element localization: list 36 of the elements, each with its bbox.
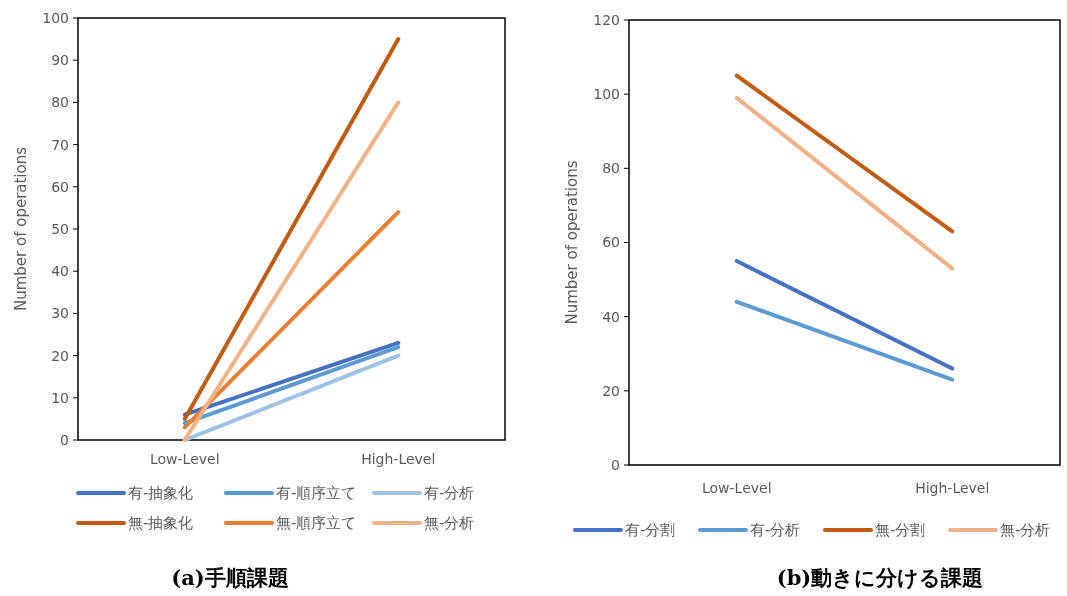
legend-label: 無-分析 xyxy=(424,514,475,533)
x-tick-label: Low-Level xyxy=(701,480,772,496)
y-tick-label: 60 xyxy=(602,234,620,251)
legend-label: 有-分析 xyxy=(424,484,475,503)
y-tick-label: 60 xyxy=(51,178,69,195)
legend-label: 無-分析 xyxy=(1000,521,1051,540)
x-tick-label: Low-Level xyxy=(149,451,220,467)
y-axis-title: Number of operations xyxy=(563,160,581,325)
y-tick-label: 40 xyxy=(51,263,69,280)
y-tick-label: 30 xyxy=(51,305,69,322)
legend-label: 有-抽象化 xyxy=(128,484,194,503)
y-tick-label: 20 xyxy=(602,382,620,399)
text: (b)動きに分ける課題 xyxy=(776,565,984,590)
legend-label: 無-順序立て xyxy=(276,514,357,533)
legend-label: 有-分割 xyxy=(625,521,676,540)
y-tick-label: 80 xyxy=(51,94,69,111)
x-tick-label: High-Level xyxy=(915,480,990,496)
y-tick-label: 100 xyxy=(593,86,620,103)
y-tick-label: 20 xyxy=(51,347,69,364)
y-tick-label: 120 xyxy=(593,11,620,28)
y-axis-title: Number of operations xyxy=(12,146,30,312)
x-tick-label: High-Level xyxy=(361,451,436,467)
y-tick-label: 50 xyxy=(51,220,69,237)
y-tick-label: 90 xyxy=(51,52,69,69)
y-tick-label: 0 xyxy=(60,431,69,448)
text: (a)手順課題 xyxy=(171,565,289,590)
y-tick-label: 80 xyxy=(602,160,620,177)
y-tick-label: 100 xyxy=(42,9,69,26)
y-tick-label: 70 xyxy=(51,136,69,153)
legend-label: 無-抽象化 xyxy=(128,514,194,533)
legend-label: 有-分析 xyxy=(750,521,801,540)
y-tick-label: 0 xyxy=(611,456,620,473)
legend-label: 無-分割 xyxy=(875,521,926,540)
y-tick-label: 10 xyxy=(51,389,69,406)
y-tick-label: 40 xyxy=(602,308,620,325)
legend-label: 有-順序立て xyxy=(276,484,357,503)
